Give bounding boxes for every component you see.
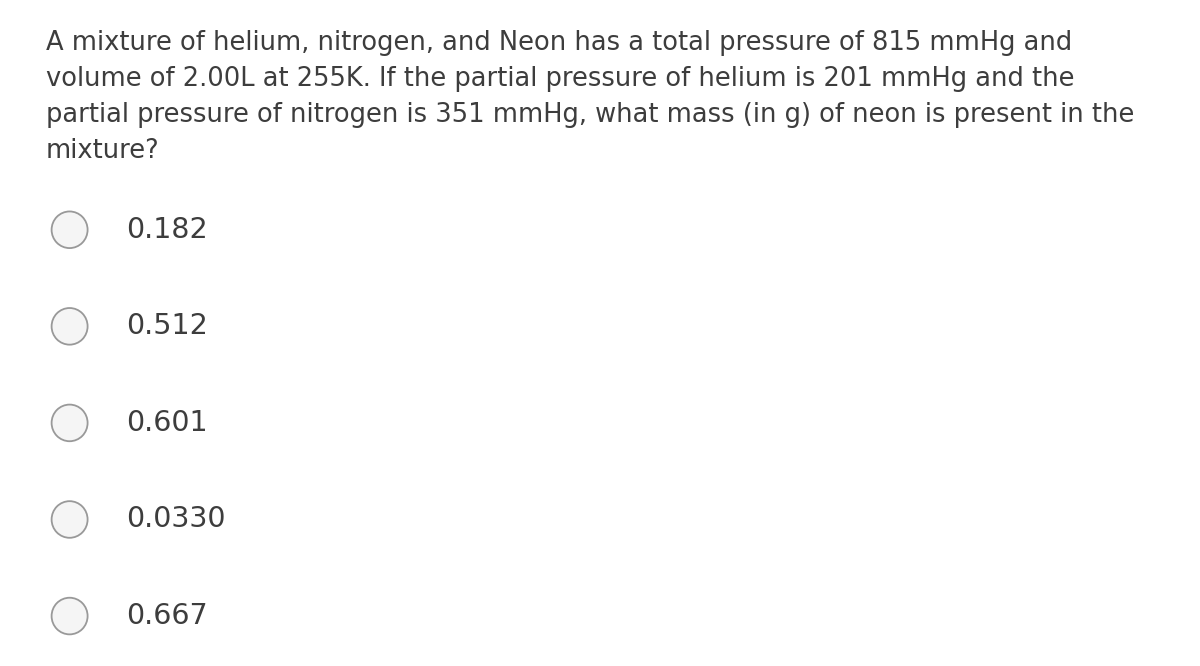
- Text: 0.512: 0.512: [126, 312, 208, 340]
- Ellipse shape: [52, 501, 88, 537]
- Text: 0.667: 0.667: [126, 602, 208, 630]
- Ellipse shape: [52, 404, 88, 441]
- Text: A mixture of helium, nitrogen, and Neon has a total pressure of 815 mmHg and
vol: A mixture of helium, nitrogen, and Neon …: [46, 30, 1134, 164]
- Ellipse shape: [52, 211, 88, 248]
- Text: 0.601: 0.601: [126, 409, 208, 437]
- Ellipse shape: [52, 308, 88, 345]
- Text: 0.0330: 0.0330: [126, 505, 226, 533]
- Text: 0.182: 0.182: [126, 216, 208, 244]
- Ellipse shape: [52, 598, 88, 634]
